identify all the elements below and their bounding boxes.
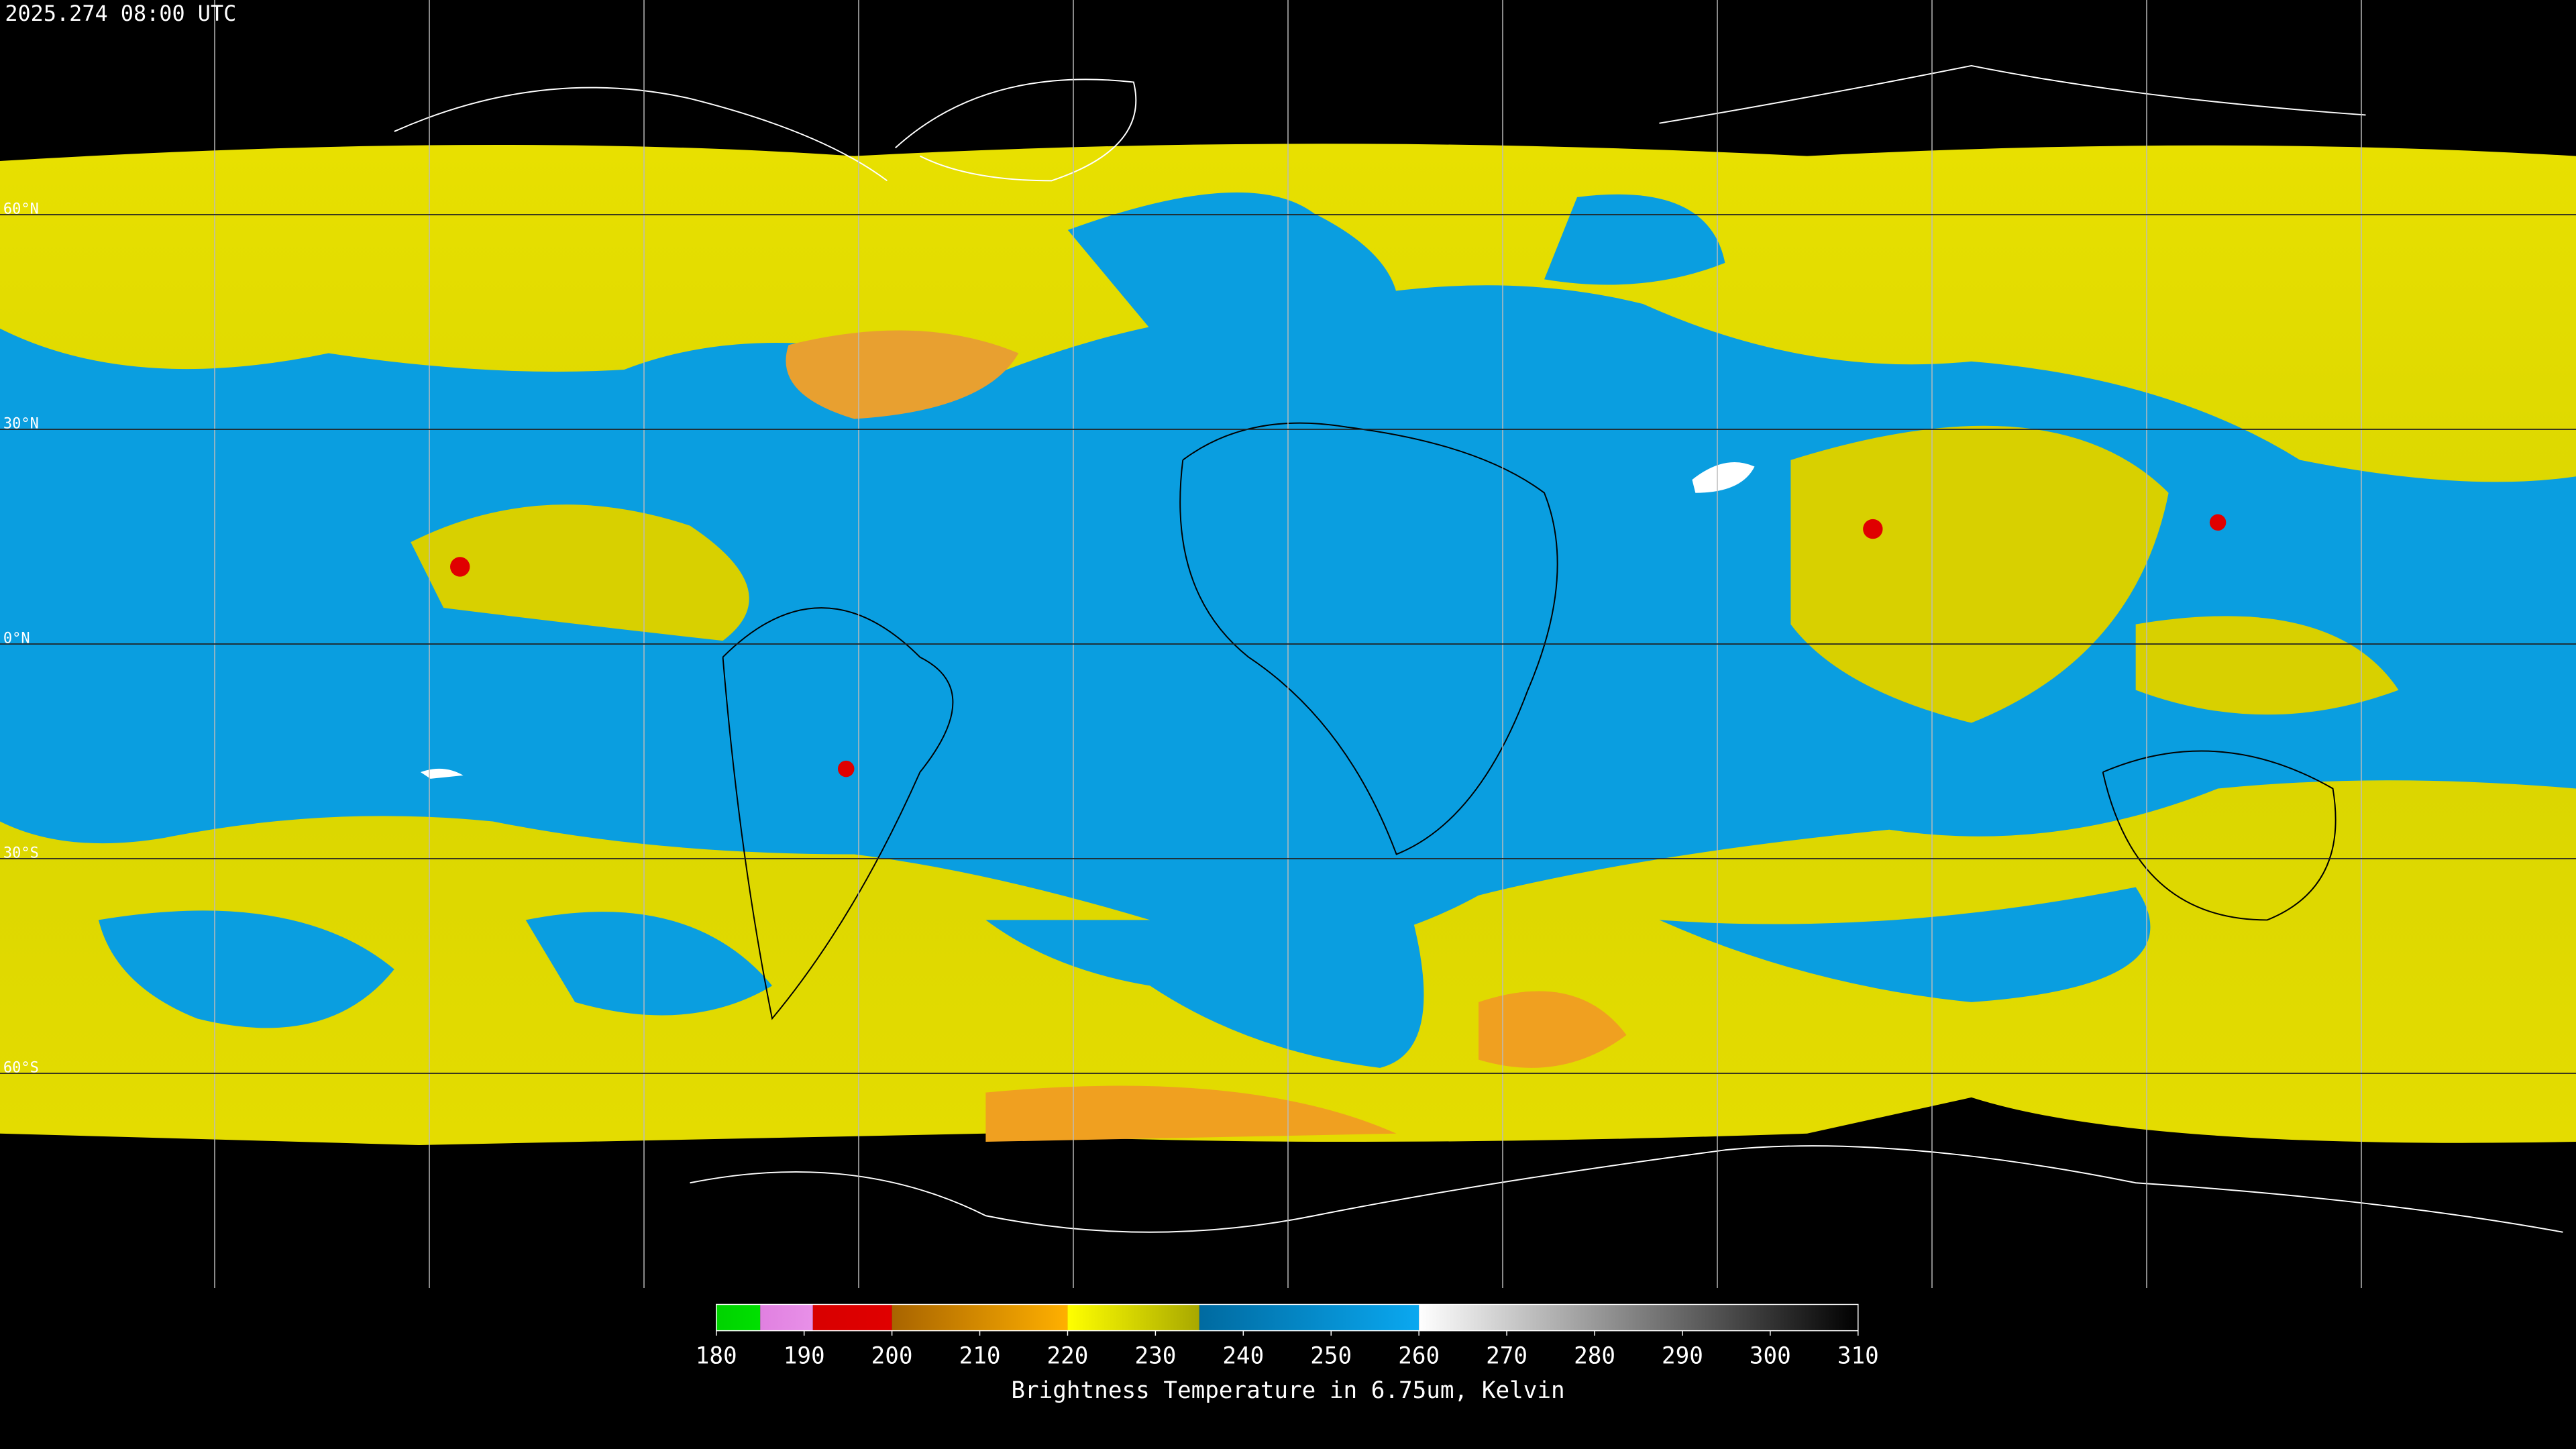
colorbar-tick-label: 190 [784,1342,825,1369]
colorbar-segment [1199,1304,1419,1331]
graticule: 60°N 30°N 0°N 30°S 60°S [0,0,2576,1288]
coastlines [394,64,2563,1233]
convection [1790,425,2169,723]
latitude-label: 60°N [3,201,39,218]
convection [2135,616,2399,715]
warm-region [98,910,394,1028]
colorbar-tick-label: 250 [1310,1342,1352,1369]
storm [1479,991,1627,1068]
coastline [1179,422,1558,855]
storm [786,330,1019,419]
colorbar-tick-label: 240 [1222,1342,1264,1369]
coastline [722,607,954,1020]
latitude-label: 30°S [3,845,39,862]
colorbar-tick-label: 230 [1134,1342,1176,1369]
latitude-label: 0°N [3,631,30,647]
colorbar-tick-label: 210 [959,1342,1001,1369]
coastline [394,64,2366,182]
convection [411,504,749,641]
warm-region [1544,194,1725,285]
warm-region [525,912,773,1016]
dry-region [420,768,464,779]
colorbar-tick-label: 220 [1047,1342,1089,1369]
storm [837,760,855,777]
colorbar-segment [760,1304,813,1331]
storm [1863,519,1883,539]
colorbar-segment [812,1304,892,1331]
colorbar-segment [1067,1304,1199,1331]
colorbar-tick-label: 180 [696,1342,737,1369]
colorbar-segment [716,1304,761,1331]
timestamp: 2025.274 08:00 UTC [5,1,236,26]
colorbar: 180 190 200 210 220 230 240 250 260 270 280 290 300 3… [696,1303,1879,1369]
colorbar-tick-label: 300 [1750,1342,1791,1369]
warm-region [1659,887,2151,1002]
colorbar-segment [892,1304,1068,1331]
storm [450,557,470,577]
colorbar-frame [716,1303,1859,1332]
colorbar-segment [1419,1304,1858,1331]
colorbar-label: Brightness Temperature in 6.75um, Kelvin [1011,1377,1564,1404]
coastline [690,1145,2563,1233]
latitude-label: 60°S [3,1060,39,1077]
coastline [2102,750,2337,921]
dry-region [1692,462,1755,493]
warm-region [985,920,1424,1068]
coastlines [722,422,2337,1020]
colorbar-tick-label: 280 [1574,1342,1615,1369]
storm [2209,514,2226,531]
storm [985,1085,1397,1142]
warm-region [1067,192,1399,329]
latitude-label: 30°N [3,416,39,433]
colorbar-tick-label: 290 [1662,1342,1703,1369]
colorbar-tick-label: 260 [1398,1342,1440,1369]
colorbar-tick-label: 270 [1486,1342,1527,1369]
colorbar-tick-label: 200 [871,1342,913,1369]
colorbar-tick-label: 310 [1837,1342,1879,1369]
